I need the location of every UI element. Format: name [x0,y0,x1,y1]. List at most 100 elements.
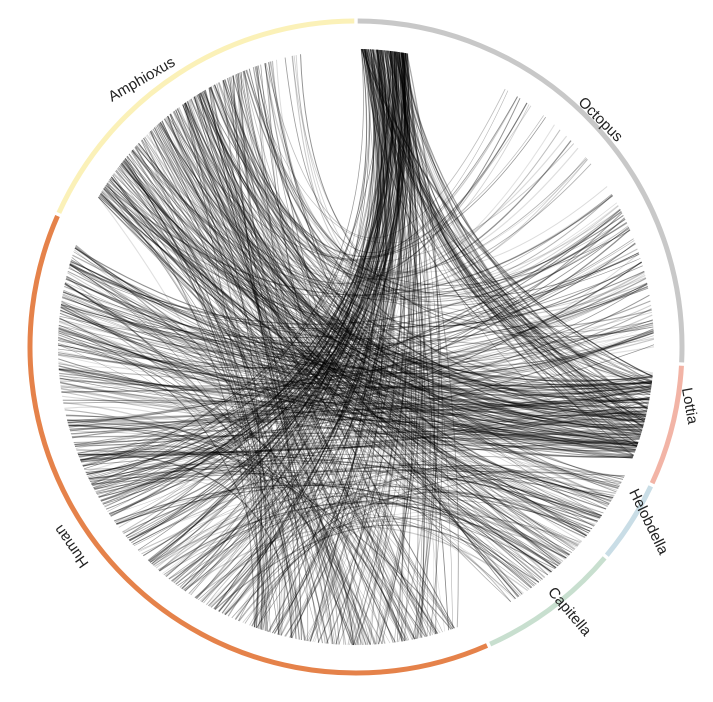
segment-arc [649,365,684,485]
chord [404,53,642,434]
chord [116,168,641,438]
chord [232,75,290,636]
chord [199,92,642,433]
chord [179,49,367,588]
chord [68,266,649,414]
chord [194,518,570,599]
chord [141,51,400,555]
chord [100,49,383,502]
chord [88,430,639,480]
chord [360,48,651,393]
chord [159,502,557,572]
chord [248,68,640,298]
chord [133,51,401,547]
chord [238,477,621,622]
chord [214,53,407,610]
chord [64,282,652,408]
chord [69,430,636,450]
chord [366,49,651,393]
chord [59,344,655,406]
chord [58,202,618,369]
chord [74,247,654,375]
chord [171,49,389,582]
chord [226,77,652,398]
chord [368,49,646,417]
chord [127,52,407,539]
chord [128,153,540,583]
chord [157,124,453,630]
chord [209,86,572,280]
chord [195,50,390,599]
chord [167,115,601,518]
chord [88,398,650,479]
chord [82,49,372,466]
chord [58,334,639,443]
chord [57,344,426,637]
chord [68,252,639,332]
chord [69,263,637,449]
chord [186,101,644,426]
chord [63,286,654,361]
chord [128,153,653,382]
chord [377,49,642,434]
chord [58,273,646,382]
chord [202,91,360,646]
chord [137,51,397,551]
chord [60,306,640,439]
chord [210,86,653,334]
chord [69,427,407,641]
chord [249,467,608,626]
chord [402,52,651,395]
chord [208,52,402,607]
chord [102,50,393,505]
chord [66,335,654,418]
chord [146,134,638,445]
chord [67,411,647,435]
chord [68,397,650,427]
chord [119,165,417,640]
chord [141,52,405,555]
chord [163,118,333,645]
chord [125,158,561,565]
chord [61,302,643,431]
chord [238,494,540,621]
chord [110,177,309,642]
chord [198,93,607,510]
chord [392,51,639,444]
chord [195,95,403,642]
chord [189,99,613,500]
chord [131,149,613,301]
chord [107,181,359,646]
chord [394,51,641,439]
chord [177,108,652,395]
chord [172,111,620,487]
chord [138,143,455,629]
chord [264,63,371,645]
chord [139,478,604,552]
chord [224,53,411,615]
chord [71,257,371,645]
chord [135,146,537,585]
chord [86,462,354,646]
chord [158,51,397,572]
chord [184,102,306,641]
chord [103,187,644,428]
chord [136,144,624,480]
chord [62,291,643,429]
chord [98,49,380,498]
chord [197,94,645,423]
chord [83,49,381,470]
chord [60,382,648,428]
chord [109,453,595,527]
chord [60,306,376,645]
chord [59,317,633,458]
chord [76,418,646,453]
chord [71,285,649,436]
chord [59,265,643,344]
chord [152,128,579,547]
chord [386,50,413,642]
chord [59,376,638,447]
chord [120,163,587,537]
chord [285,49,391,637]
chord [195,50,391,599]
